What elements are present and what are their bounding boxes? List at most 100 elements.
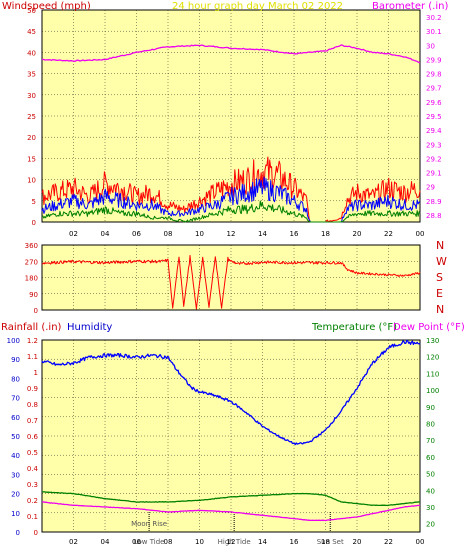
wind-series-2-line: [41, 176, 421, 223]
barometer-tick-13: 30.1: [426, 28, 442, 36]
compass-label-3: E: [436, 287, 443, 300]
temperature-tick-6: 80: [426, 420, 435, 428]
humidity-tick-9: 90: [11, 356, 20, 364]
humidity-tick-10: 100: [7, 337, 20, 345]
barometer-axis-label: Barometer (.in): [372, 1, 448, 12]
barometer-tick-10: 29.8: [426, 71, 442, 79]
humidity-tick-2: 20: [11, 491, 20, 499]
wind-tick-9: 45: [27, 28, 36, 36]
rainfall-tick-2: 0.2: [27, 497, 38, 505]
humidity-tick-0: 0: [16, 529, 20, 537]
temperature-tick-4: 60: [426, 454, 435, 462]
climate-x-tick-9: 20: [353, 538, 362, 546]
compass-label-4: N: [436, 303, 444, 316]
direction-tick-2: 180: [25, 275, 38, 283]
humidity-axis-label: Humidity: [67, 322, 112, 333]
rainfall-axis-label: Rainfall (.in): [1, 322, 62, 333]
wind-direction-line: [41, 254, 421, 310]
dew-point-line: [41, 501, 421, 522]
wind-panel-series: [41, 44, 421, 223]
climate-x-tick-3: 08: [164, 538, 173, 546]
humidity-tick-3: 30: [11, 471, 20, 479]
wind-x-tick-8: 18: [321, 230, 330, 238]
climate-panel-series: [41, 339, 421, 522]
event-label-3: Sun Set: [317, 538, 344, 546]
rainfall-tick-1: 0.1: [27, 513, 38, 521]
temperature-tick-11: 130: [426, 337, 439, 345]
dewpoint-axis-label: Dew Point (°F): [393, 322, 465, 333]
barometer-tick-5: 29.3: [426, 141, 442, 149]
climate-panel-grid: [42, 339, 420, 533]
temperature-line: [42, 491, 420, 507]
rainfall-tick-6: 0.6: [27, 433, 39, 441]
wind-tick-3: 15: [27, 155, 36, 163]
temperature-tick-3: 50: [426, 471, 435, 479]
temperature-tick-1: 30: [426, 504, 435, 512]
barometer-tick-3: 29.1: [426, 170, 442, 178]
direction-tick-1: 90: [29, 291, 38, 299]
climate-x-tick-2: 06: [132, 538, 141, 546]
rainfall-tick-10: 1: [34, 369, 38, 377]
wind-tick-1: 5: [32, 198, 36, 206]
graph-title: 24 hour graph day March 02 2022: [172, 1, 343, 12]
barometer-tick-8: 29.6: [426, 99, 442, 107]
barometer-tick-1: 28.9: [426, 198, 442, 206]
climate-x-tick-7: 16: [290, 538, 299, 546]
barometer-tick-0: 28.8: [426, 212, 442, 220]
climate-panel-ticks: 010203040506070809010000.10.20.30.40.50.…: [7, 337, 440, 546]
direction-tick-3: 270: [25, 258, 38, 266]
rainfall-tick-3: 0.3: [27, 481, 38, 489]
compass-label-2: S: [436, 271, 443, 284]
climate-x-tick-5: 12: [227, 538, 236, 546]
climate-x-tick-10: 22: [384, 538, 393, 546]
wind-panel-grid: [42, 9, 420, 223]
barometer-tick-4: 29.2: [426, 155, 442, 163]
wind-x-tick-10: 22: [384, 230, 393, 238]
rainfall-tick-12: 1.2: [27, 337, 38, 345]
temperature-tick-10: 120: [426, 354, 439, 362]
climate-x-tick-1: 04: [101, 538, 110, 546]
humidity-tick-8: 80: [11, 375, 20, 383]
wind-tick-6: 30: [27, 92, 36, 100]
wind-x-tick-2: 06: [132, 230, 141, 238]
wind-x-tick-6: 14: [258, 230, 267, 238]
direction-panel-grid: [42, 244, 420, 311]
temperature-axis-label: Temperature (°F): [311, 322, 397, 333]
temperature-tick-9: 110: [426, 370, 439, 378]
temperature-tick-5: 70: [426, 437, 435, 445]
climate-x-tick-11: 00: [416, 538, 425, 546]
temperature-tick-8: 100: [426, 387, 439, 395]
wind-tick-5: 25: [27, 113, 36, 121]
wind-x-tick-0: 02: [69, 230, 78, 238]
humidity-tick-1: 10: [11, 510, 20, 518]
direction-tick-0: 0: [34, 307, 38, 315]
barometer-tick-6: 29.4: [426, 127, 442, 135]
humidity-line: [41, 339, 421, 446]
temperature-tick-7: 90: [426, 404, 435, 412]
wind-tick-2: 10: [27, 177, 36, 185]
rainfall-tick-4: 0.4: [27, 465, 39, 473]
wind-tick-10: 50: [27, 7, 36, 15]
humidity-tick-5: 50: [11, 433, 20, 441]
rainfall-tick-8: 0.8: [27, 401, 38, 409]
rainfall-tick-7: 0.7: [27, 417, 38, 425]
climate-x-tick-0: 02: [69, 538, 78, 546]
barometer-tick-9: 29.7: [426, 85, 442, 93]
wind-x-tick-11: 00: [416, 230, 425, 238]
rainfall-tick-11: 1.1: [27, 353, 38, 361]
wind-tick-0: 0: [32, 219, 36, 227]
barometer-tick-7: 29.5: [426, 113, 442, 121]
wind-x-tick-4: 10: [195, 230, 204, 238]
event-label-1: Low Tide: [134, 538, 165, 546]
barometer-tick-14: 30.2: [426, 14, 442, 22]
barometer-tick-11: 29.9: [426, 56, 442, 64]
wind-series-3-line: [41, 200, 421, 223]
wind-x-tick-9: 20: [353, 230, 362, 238]
wind-x-tick-7: 16: [290, 230, 299, 238]
climate-x-tick-4: 10: [195, 538, 204, 546]
wind-panel-ticks: 0 5 10 15 20 25 30 35 40 45 50 28.8 28.9 29 29.1 29.2 29…: [27, 7, 442, 238]
wind-tick-7: 35: [27, 71, 36, 79]
